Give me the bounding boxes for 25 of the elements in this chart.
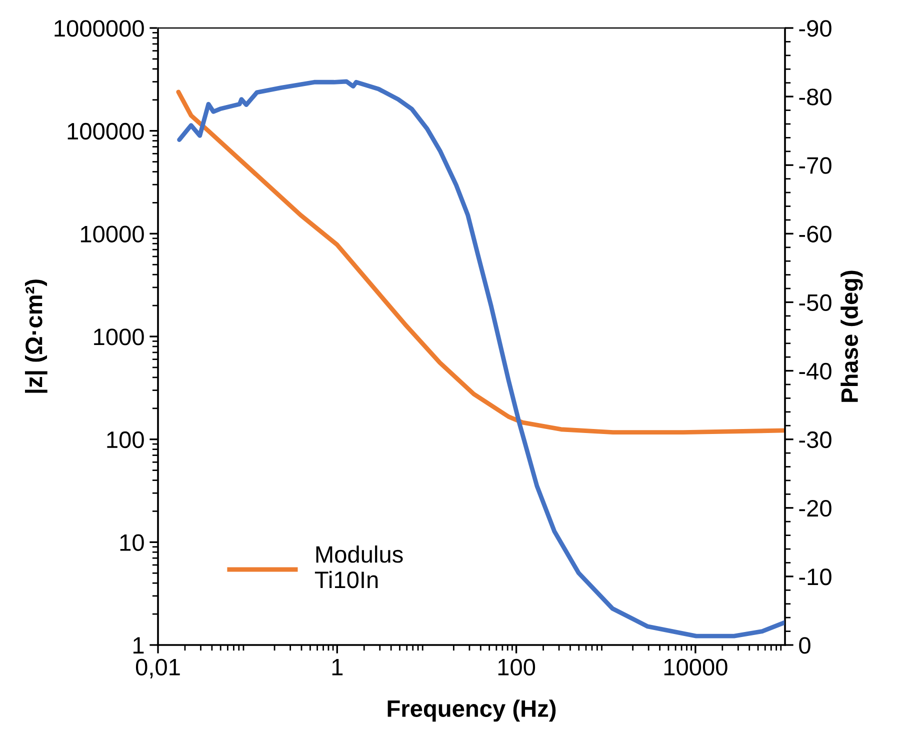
x-tick-label: 0,01 [136,658,180,678]
y-tick-label: 100000 [68,122,144,140]
legend-label: Modulus Ti10In [314,545,403,588]
y-tick-label: 10000 [80,226,144,242]
x-axis-title: Frequency (Hz) [388,700,556,722]
x-tick-label: 1 [332,659,343,676]
y2-tick-label: -50 [799,294,832,312]
y-tick-label: 100 [107,431,144,448]
y-tick-label: 1000 [94,328,144,346]
y2-axis-title: Phase (deg) [840,270,863,402]
y-tick-label: 10 [120,534,144,551]
y2-tick-label: -40 [799,362,832,380]
y2-tick-label: -20 [799,500,832,517]
y-tick-label: 1000000 [54,20,144,37]
x-tick-label: 100 [498,658,536,676]
y2-tick-label: -70 [799,157,832,174]
y-axis-title: |z| (Ω·cm²) [24,280,48,393]
y-tick-label: 1 [133,637,144,654]
y2-tick-label: 0 [799,637,810,654]
y2-tick-label: -60 [799,226,832,242]
y2-tick-label: -80 [799,88,832,106]
y2-tick-label: -30 [799,431,832,448]
y2-tick-label: -90 [799,20,832,37]
y2-tick-label: -10 [799,568,832,586]
x-tick-label: 10000 [664,658,728,676]
